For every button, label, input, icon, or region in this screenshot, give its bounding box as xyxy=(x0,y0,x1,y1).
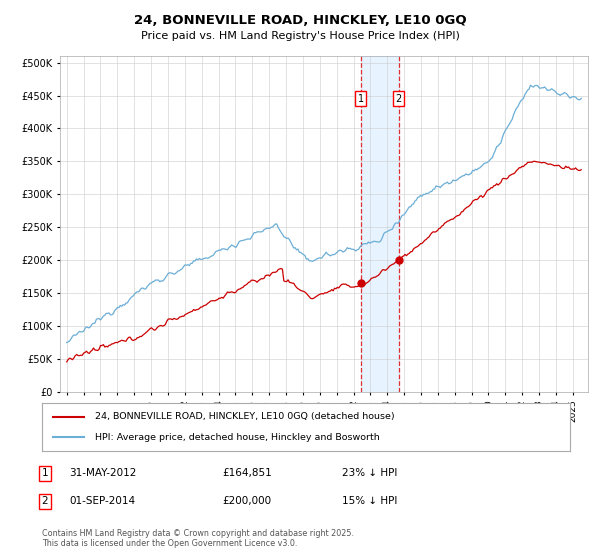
Text: 01-SEP-2014: 01-SEP-2014 xyxy=(69,496,135,506)
Text: £200,000: £200,000 xyxy=(222,496,271,506)
Text: 31-MAY-2012: 31-MAY-2012 xyxy=(69,468,136,478)
Text: 1: 1 xyxy=(41,468,49,478)
Text: 23% ↓ HPI: 23% ↓ HPI xyxy=(342,468,397,478)
Text: 15% ↓ HPI: 15% ↓ HPI xyxy=(342,496,397,506)
Text: 24, BONNEVILLE ROAD, HINCKLEY, LE10 0GQ: 24, BONNEVILLE ROAD, HINCKLEY, LE10 0GQ xyxy=(134,14,466,27)
Text: 1: 1 xyxy=(358,94,364,104)
Bar xyxy=(361,56,398,392)
Text: £164,851: £164,851 xyxy=(222,468,272,478)
Text: Price paid vs. HM Land Registry's House Price Index (HPI): Price paid vs. HM Land Registry's House … xyxy=(140,31,460,41)
Text: Contains HM Land Registry data © Crown copyright and database right 2025.
This d: Contains HM Land Registry data © Crown c… xyxy=(42,529,354,548)
Text: 2: 2 xyxy=(41,496,49,506)
Text: 24, BONNEVILLE ROAD, HINCKLEY, LE10 0GQ (detached house): 24, BONNEVILLE ROAD, HINCKLEY, LE10 0GQ … xyxy=(95,412,394,421)
Text: HPI: Average price, detached house, Hinckley and Bosworth: HPI: Average price, detached house, Hinc… xyxy=(95,433,380,442)
Text: 2: 2 xyxy=(395,94,401,104)
